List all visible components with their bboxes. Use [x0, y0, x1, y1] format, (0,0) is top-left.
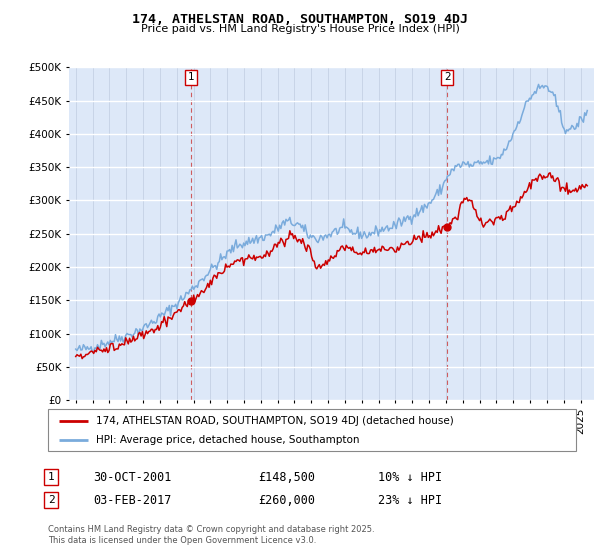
Text: HPI: Average price, detached house, Southampton: HPI: Average price, detached house, Sout…: [95, 435, 359, 445]
Text: 23% ↓ HPI: 23% ↓ HPI: [378, 493, 442, 507]
Text: Contains HM Land Registry data © Crown copyright and database right 2025.
This d: Contains HM Land Registry data © Crown c…: [48, 525, 374, 545]
Text: 174, ATHELSTAN ROAD, SOUTHAMPTON, SO19 4DJ (detached house): 174, ATHELSTAN ROAD, SOUTHAMPTON, SO19 4…: [95, 416, 453, 426]
Text: £260,000: £260,000: [258, 493, 315, 507]
Text: 03-FEB-2017: 03-FEB-2017: [93, 493, 172, 507]
Text: 174, ATHELSTAN ROAD, SOUTHAMPTON, SO19 4DJ: 174, ATHELSTAN ROAD, SOUTHAMPTON, SO19 4…: [132, 13, 468, 26]
Text: 10% ↓ HPI: 10% ↓ HPI: [378, 470, 442, 484]
FancyBboxPatch shape: [48, 409, 576, 451]
Text: 2: 2: [47, 495, 55, 505]
Text: 1: 1: [187, 72, 194, 82]
Text: 2: 2: [444, 72, 451, 82]
Text: 1: 1: [47, 472, 55, 482]
Text: 30-OCT-2001: 30-OCT-2001: [93, 470, 172, 484]
Text: Price paid vs. HM Land Registry's House Price Index (HPI): Price paid vs. HM Land Registry's House …: [140, 24, 460, 34]
Text: £148,500: £148,500: [258, 470, 315, 484]
